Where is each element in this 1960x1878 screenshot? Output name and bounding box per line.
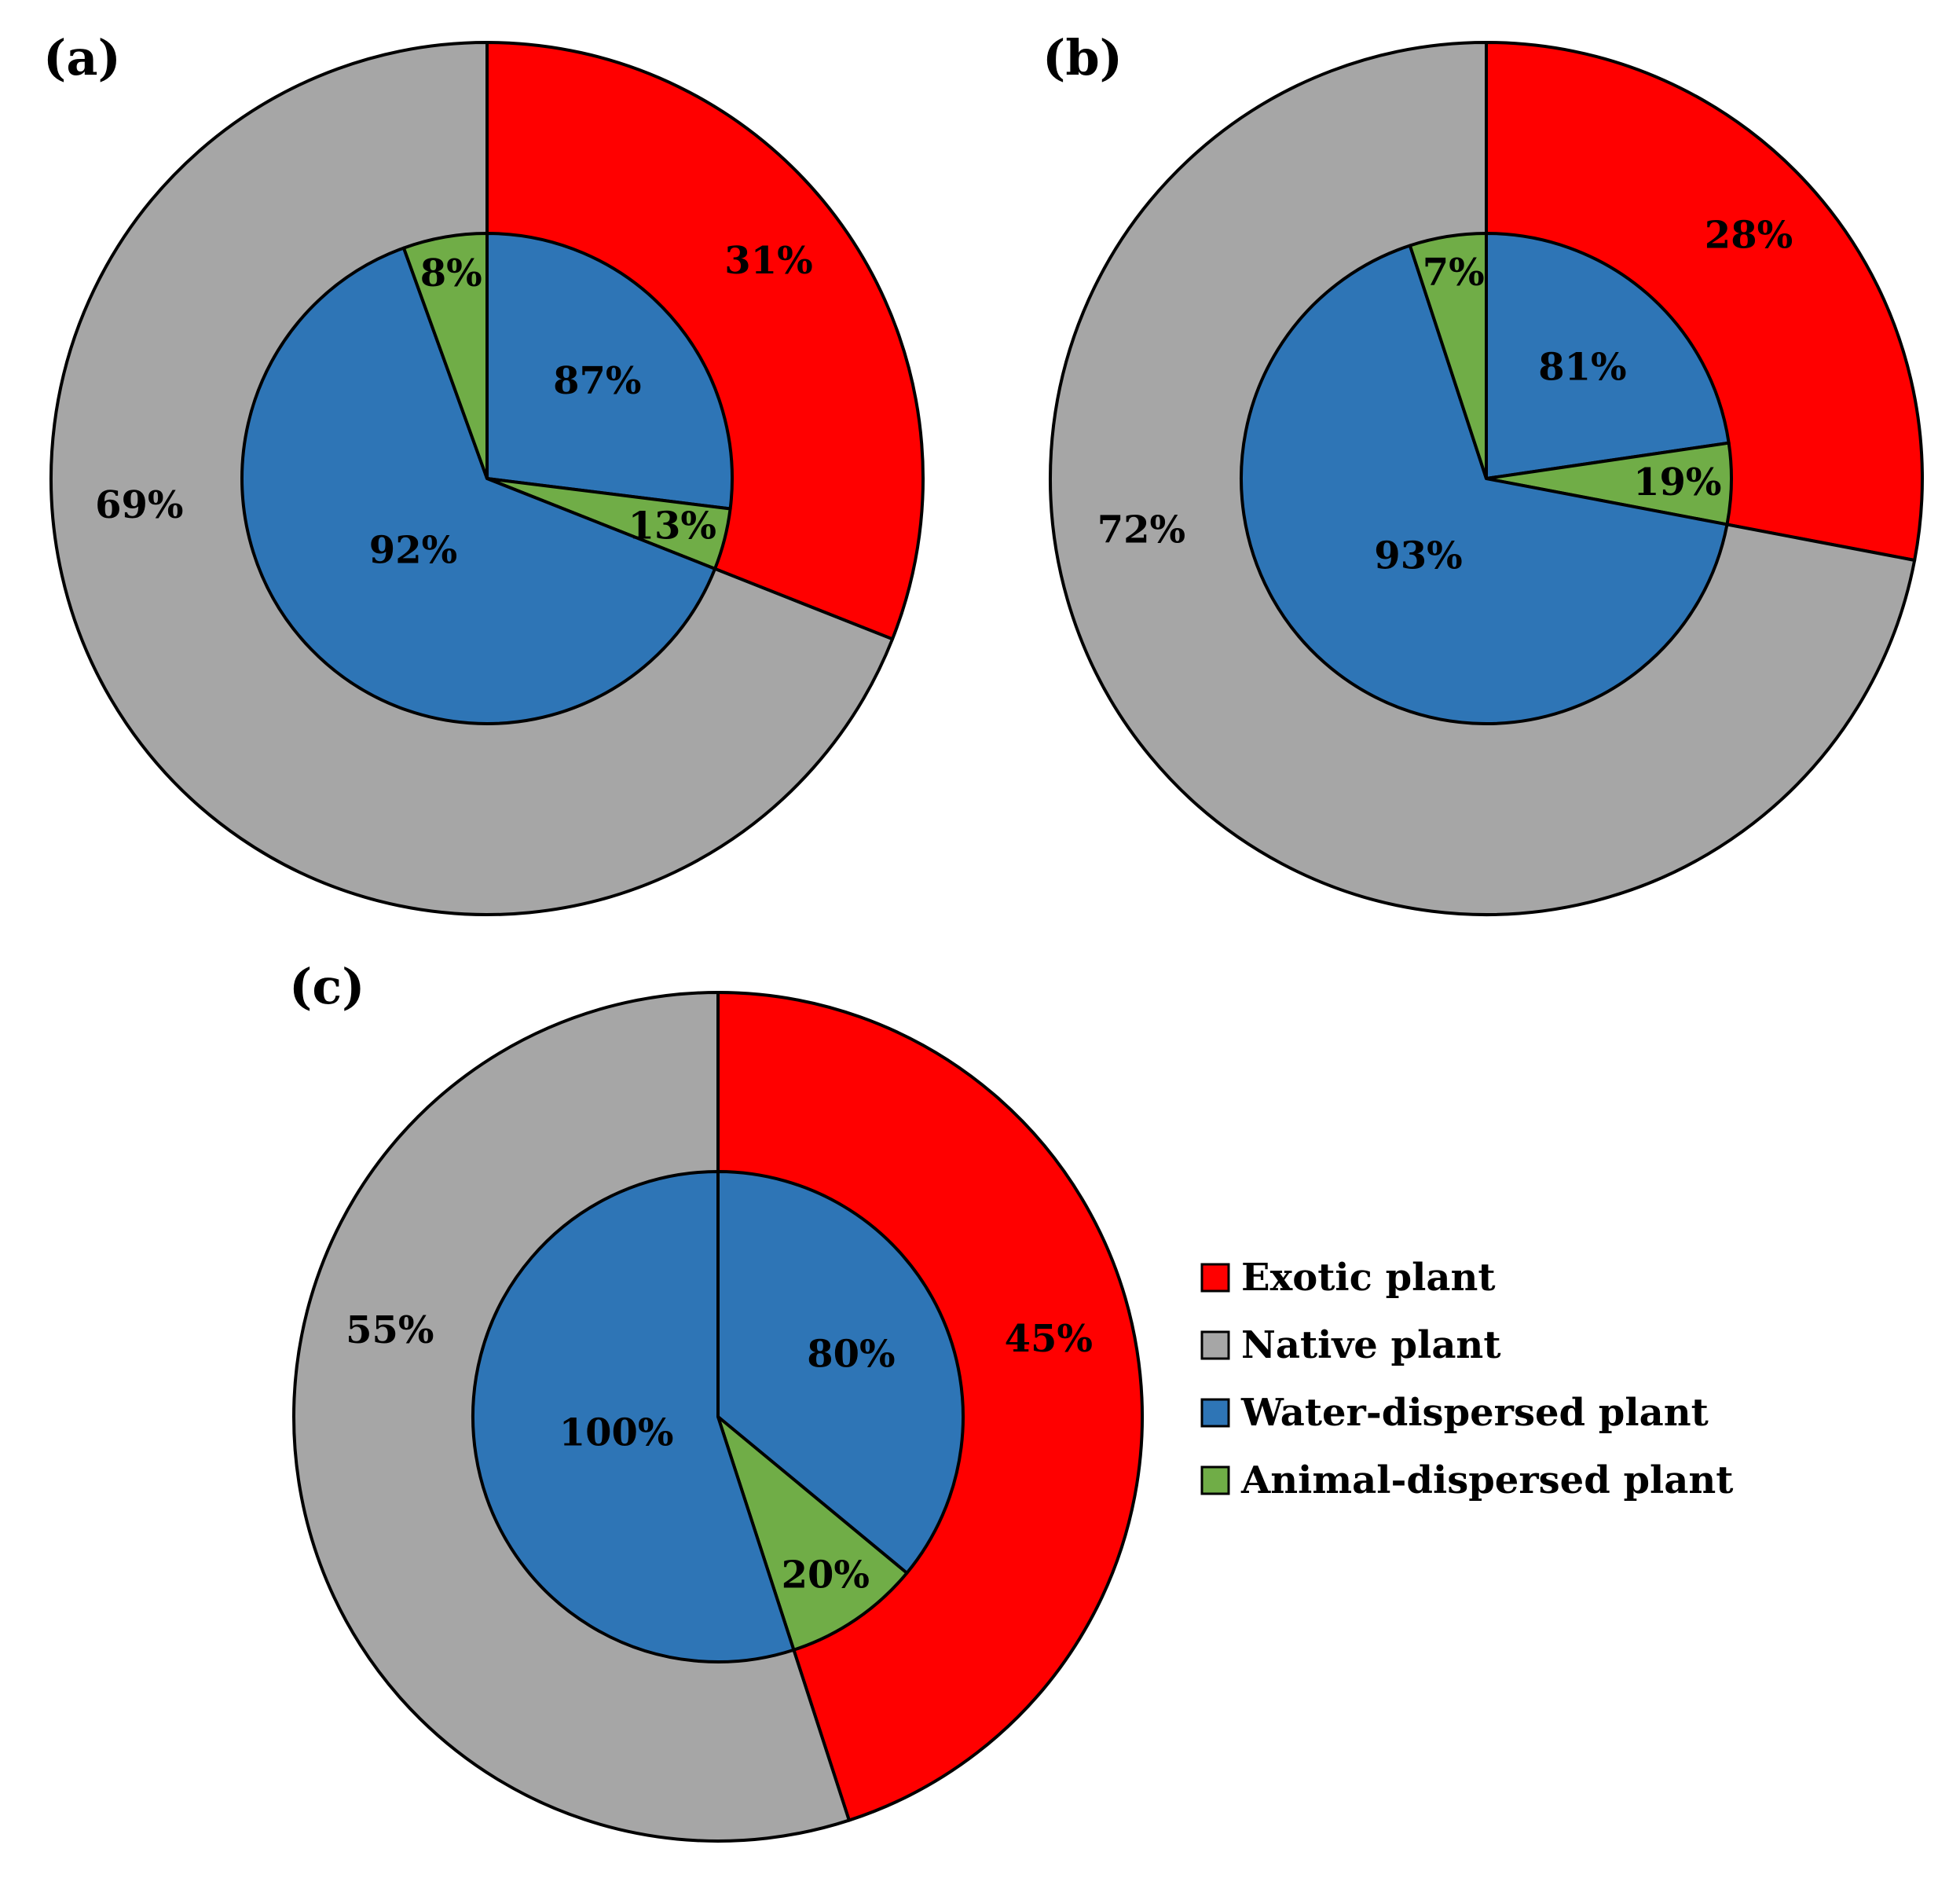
legend-swatch-3 — [1200, 1465, 1230, 1495]
label-native-animal-pct: 7% — [1423, 251, 1485, 295]
legend-label-0: Exotic plant — [1241, 1256, 1496, 1300]
label-native-pct: 69% — [95, 483, 183, 527]
legend: Exotic plant Native plant Water-dispersed … — [1200, 1256, 1733, 1502]
inner-slice-exotic-water — [716, 1170, 965, 1575]
inner-slice-native-water — [240, 246, 717, 725]
inner-slice-exotic-water — [1485, 232, 1731, 480]
label-exotic-pct: 31% — [724, 239, 812, 283]
panel-label-a: (a) — [43, 29, 121, 86]
panel-label-c: (c) — [289, 958, 365, 1015]
inner-slice-native-water — [1240, 244, 1729, 725]
label-exotic-animal-pct: 20% — [782, 1553, 870, 1597]
inner-slice-native-animal — [401, 232, 489, 480]
pie-chart-a: 31% 69% 87% 13% 92% 8% (a) — [43, 29, 925, 916]
label-native-pct: 55% — [346, 1308, 434, 1352]
panel-label-b: (b) — [1042, 29, 1123, 86]
label-exotic-pct: 45% — [1005, 1317, 1093, 1361]
pie-chart-b: 28% 72% 81% 19% 93% 7% (b) — [1042, 29, 1924, 916]
label-exotic-water-pct: 87% — [553, 359, 641, 403]
label-native-animal-pct: 8% — [420, 251, 482, 295]
label-exotic-water-pct: 81% — [1538, 345, 1626, 389]
inner-slice-exotic-animal — [716, 1415, 909, 1652]
label-exotic-animal-pct: 13% — [628, 504, 716, 548]
label-native-water-pct: 93% — [1374, 534, 1462, 578]
legend-swatch-1 — [1200, 1330, 1230, 1360]
inner-slice-native-water — [471, 1170, 796, 1663]
label-native-pct: 72% — [1097, 508, 1185, 552]
label-exotic-water-pct: 80% — [807, 1332, 895, 1376]
label-exotic-animal-pct: 19% — [1633, 460, 1721, 504]
legend-swatch-2 — [1200, 1398, 1230, 1428]
pie-chart-c: 45% 55% 80% 20% 100% (c) — [289, 958, 1144, 1843]
inner-slice-native-animal — [1408, 232, 1488, 480]
label-exotic-pct: 28% — [1705, 213, 1793, 257]
legend-label-2: Water-dispersed plant — [1240, 1391, 1709, 1435]
legend-swatch-0 — [1200, 1263, 1230, 1293]
label-native-water-pct: 100% — [559, 1411, 674, 1455]
label-native-water-pct: 92% — [369, 528, 457, 572]
legend-label-3: Animal-dispersed plant — [1240, 1458, 1733, 1502]
inner-slice-exotic-water — [485, 232, 734, 511]
legend-label-1: Native plant — [1241, 1323, 1501, 1367]
